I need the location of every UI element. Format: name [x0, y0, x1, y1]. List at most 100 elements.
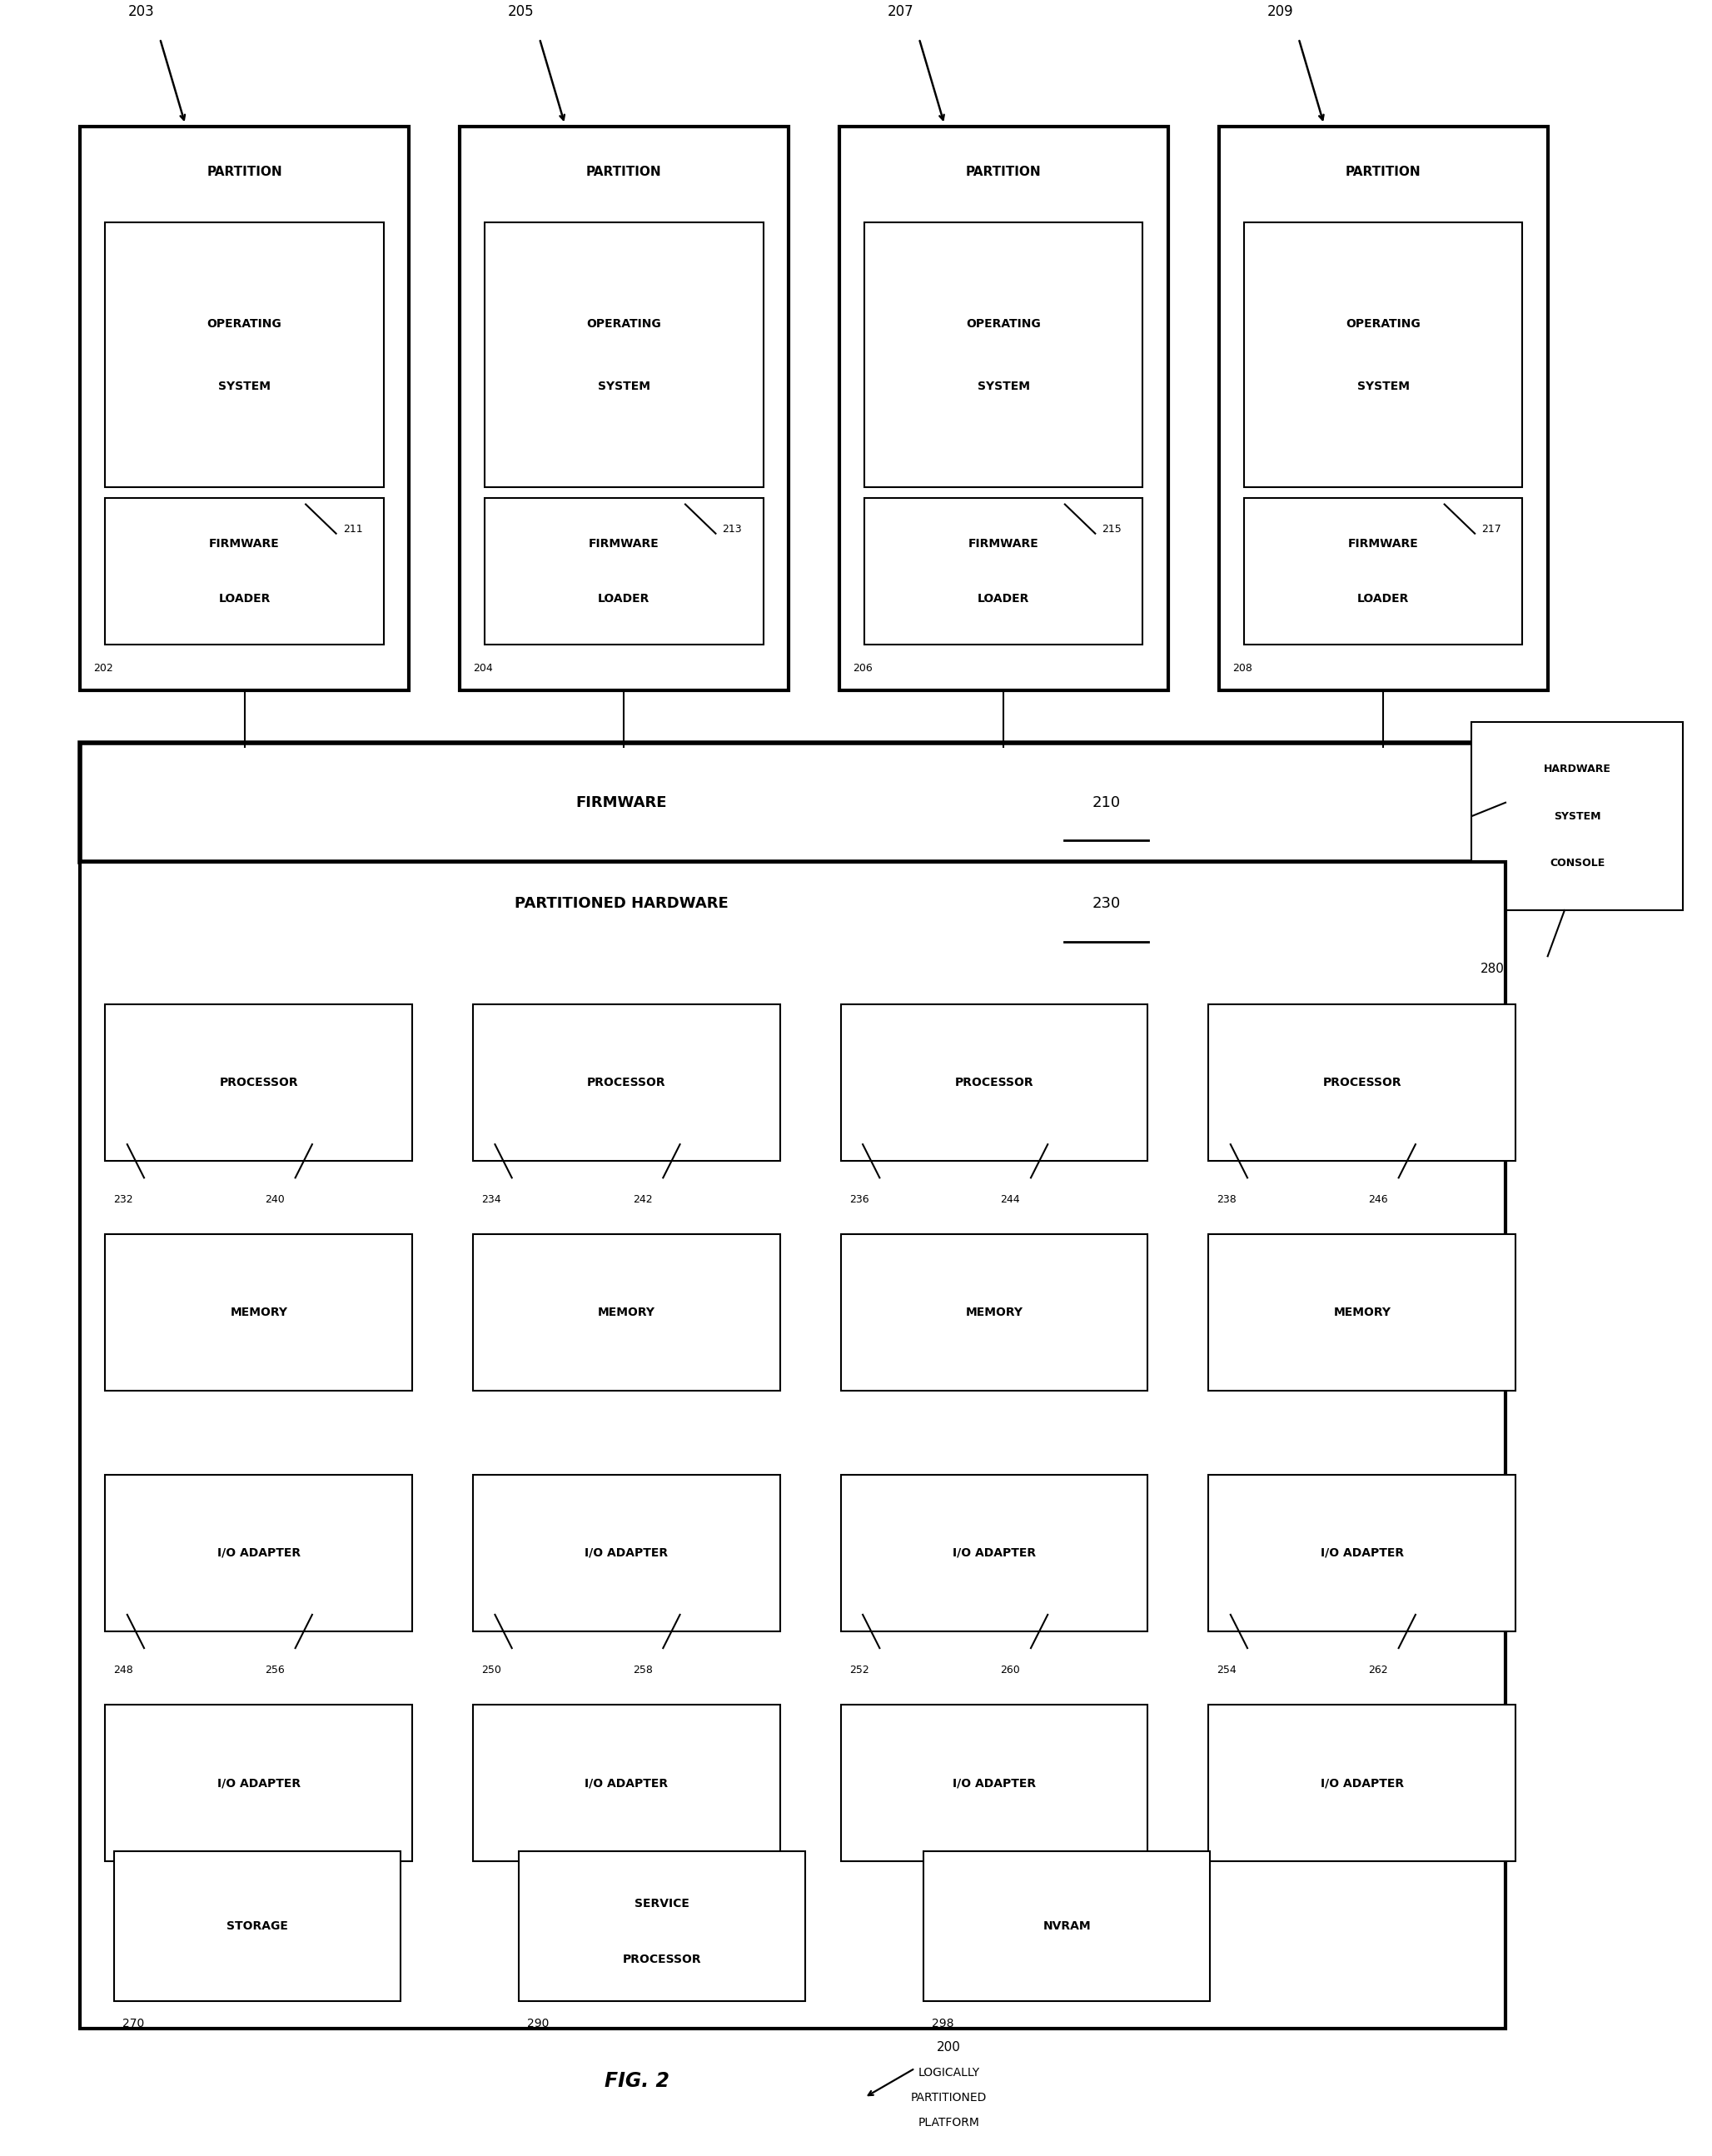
Text: MEMORY: MEMORY — [1334, 1307, 1390, 1319]
Text: LOADER: LOADER — [1358, 593, 1409, 604]
FancyBboxPatch shape — [841, 1005, 1147, 1162]
FancyBboxPatch shape — [841, 1475, 1147, 1632]
FancyBboxPatch shape — [1245, 222, 1522, 487]
Text: SYSTEM: SYSTEM — [1358, 379, 1409, 392]
FancyBboxPatch shape — [1209, 1233, 1515, 1391]
Text: MEMORY: MEMORY — [597, 1307, 656, 1319]
Text: SERVICE: SERVICE — [635, 1897, 690, 1910]
Text: PROCESSOR: PROCESSOR — [219, 1076, 298, 1089]
Text: 209: 209 — [1267, 4, 1293, 19]
Text: 270: 270 — [122, 2018, 144, 2029]
Text: 210: 210 — [1092, 796, 1121, 811]
FancyBboxPatch shape — [839, 127, 1168, 690]
Text: LOGICALLY: LOGICALLY — [918, 2068, 979, 2078]
Text: 232: 232 — [113, 1194, 134, 1205]
Text: STORAGE: STORAGE — [226, 1921, 288, 1932]
Text: 213: 213 — [722, 524, 741, 535]
Text: PROCESSOR: PROCESSOR — [587, 1076, 666, 1089]
Text: LOADER: LOADER — [219, 593, 270, 604]
Text: 246: 246 — [1368, 1194, 1388, 1205]
Text: 208: 208 — [1233, 664, 1251, 675]
Text: OPERATING: OPERATING — [207, 317, 282, 330]
FancyBboxPatch shape — [80, 127, 409, 690]
Text: OPERATING: OPERATING — [587, 317, 661, 330]
Text: 250: 250 — [481, 1664, 502, 1675]
Text: 256: 256 — [265, 1664, 284, 1675]
Text: MEMORY: MEMORY — [229, 1307, 288, 1319]
Text: PROCESSOR: PROCESSOR — [623, 1953, 702, 1964]
FancyBboxPatch shape — [104, 1233, 413, 1391]
Text: LOADER: LOADER — [597, 593, 651, 604]
Text: FIRMWARE: FIRMWARE — [969, 539, 1039, 550]
FancyBboxPatch shape — [104, 1005, 413, 1162]
FancyBboxPatch shape — [104, 1705, 413, 1861]
Text: 280: 280 — [1481, 962, 1505, 975]
Text: 252: 252 — [849, 1664, 870, 1675]
Text: PLATFORM: PLATFORM — [918, 2117, 979, 2128]
Text: SYSTEM: SYSTEM — [217, 379, 270, 392]
Text: 206: 206 — [853, 664, 873, 675]
FancyBboxPatch shape — [473, 1005, 781, 1162]
Text: I/O ADAPTER: I/O ADAPTER — [952, 1548, 1036, 1559]
Text: SYSTEM: SYSTEM — [978, 379, 1031, 392]
Text: 215: 215 — [1103, 524, 1121, 535]
FancyBboxPatch shape — [104, 222, 383, 487]
Text: I/O ADAPTER: I/O ADAPTER — [586, 1777, 668, 1789]
Text: 254: 254 — [1217, 1664, 1236, 1675]
FancyBboxPatch shape — [1209, 1005, 1515, 1162]
Text: 298: 298 — [931, 2018, 954, 2029]
Text: LOADER: LOADER — [978, 593, 1029, 604]
Text: NVRAM: NVRAM — [1043, 1921, 1091, 1932]
Text: PARTITION: PARTITION — [966, 166, 1041, 179]
Text: 217: 217 — [1481, 524, 1501, 535]
Text: 230: 230 — [1092, 897, 1121, 912]
FancyBboxPatch shape — [473, 1233, 781, 1391]
FancyBboxPatch shape — [484, 498, 764, 645]
Text: I/O ADAPTER: I/O ADAPTER — [1320, 1777, 1404, 1789]
Text: 240: 240 — [265, 1194, 284, 1205]
FancyBboxPatch shape — [519, 1850, 805, 2001]
FancyBboxPatch shape — [113, 1850, 401, 2001]
Text: PARTITION: PARTITION — [207, 166, 282, 179]
Text: 204: 204 — [473, 664, 493, 675]
FancyBboxPatch shape — [1472, 722, 1683, 910]
Text: MEMORY: MEMORY — [966, 1307, 1024, 1319]
Text: I/O ADAPTER: I/O ADAPTER — [217, 1777, 301, 1789]
Text: FIG. 2: FIG. 2 — [604, 2070, 669, 2091]
Text: HARDWARE: HARDWARE — [1544, 763, 1611, 774]
FancyBboxPatch shape — [80, 862, 1505, 2029]
Text: I/O ADAPTER: I/O ADAPTER — [217, 1548, 301, 1559]
Text: FIRMWARE: FIRMWARE — [209, 539, 279, 550]
Text: 244: 244 — [1000, 1194, 1020, 1205]
Text: 262: 262 — [1368, 1664, 1388, 1675]
FancyBboxPatch shape — [80, 744, 1505, 862]
Text: 234: 234 — [481, 1194, 502, 1205]
FancyBboxPatch shape — [1209, 1475, 1515, 1632]
Text: I/O ADAPTER: I/O ADAPTER — [1320, 1548, 1404, 1559]
Text: FIRMWARE: FIRMWARE — [589, 539, 659, 550]
Text: FIRMWARE: FIRMWARE — [575, 796, 668, 811]
Text: I/O ADAPTER: I/O ADAPTER — [952, 1777, 1036, 1789]
Text: 200: 200 — [936, 2042, 960, 2055]
Text: PARTITION: PARTITION — [1346, 166, 1421, 179]
FancyBboxPatch shape — [473, 1475, 781, 1632]
Text: 242: 242 — [633, 1194, 652, 1205]
Text: 290: 290 — [527, 2018, 550, 2029]
FancyBboxPatch shape — [841, 1233, 1147, 1391]
Text: 258: 258 — [633, 1664, 652, 1675]
Text: CONSOLE: CONSOLE — [1549, 858, 1604, 869]
FancyBboxPatch shape — [923, 1850, 1210, 2001]
FancyBboxPatch shape — [1209, 1705, 1515, 1861]
Text: PARTITIONED: PARTITIONED — [911, 2091, 986, 2104]
Text: 203: 203 — [128, 4, 154, 19]
FancyBboxPatch shape — [484, 222, 764, 487]
FancyBboxPatch shape — [104, 1475, 413, 1632]
FancyBboxPatch shape — [459, 127, 789, 690]
Text: 238: 238 — [1217, 1194, 1236, 1205]
Text: 260: 260 — [1000, 1664, 1020, 1675]
Text: SYSTEM: SYSTEM — [597, 379, 651, 392]
Text: PARTITION: PARTITION — [586, 166, 663, 179]
Text: PARTITIONED HARDWARE: PARTITIONED HARDWARE — [515, 897, 729, 912]
FancyBboxPatch shape — [865, 498, 1144, 645]
Text: 202: 202 — [94, 664, 113, 675]
